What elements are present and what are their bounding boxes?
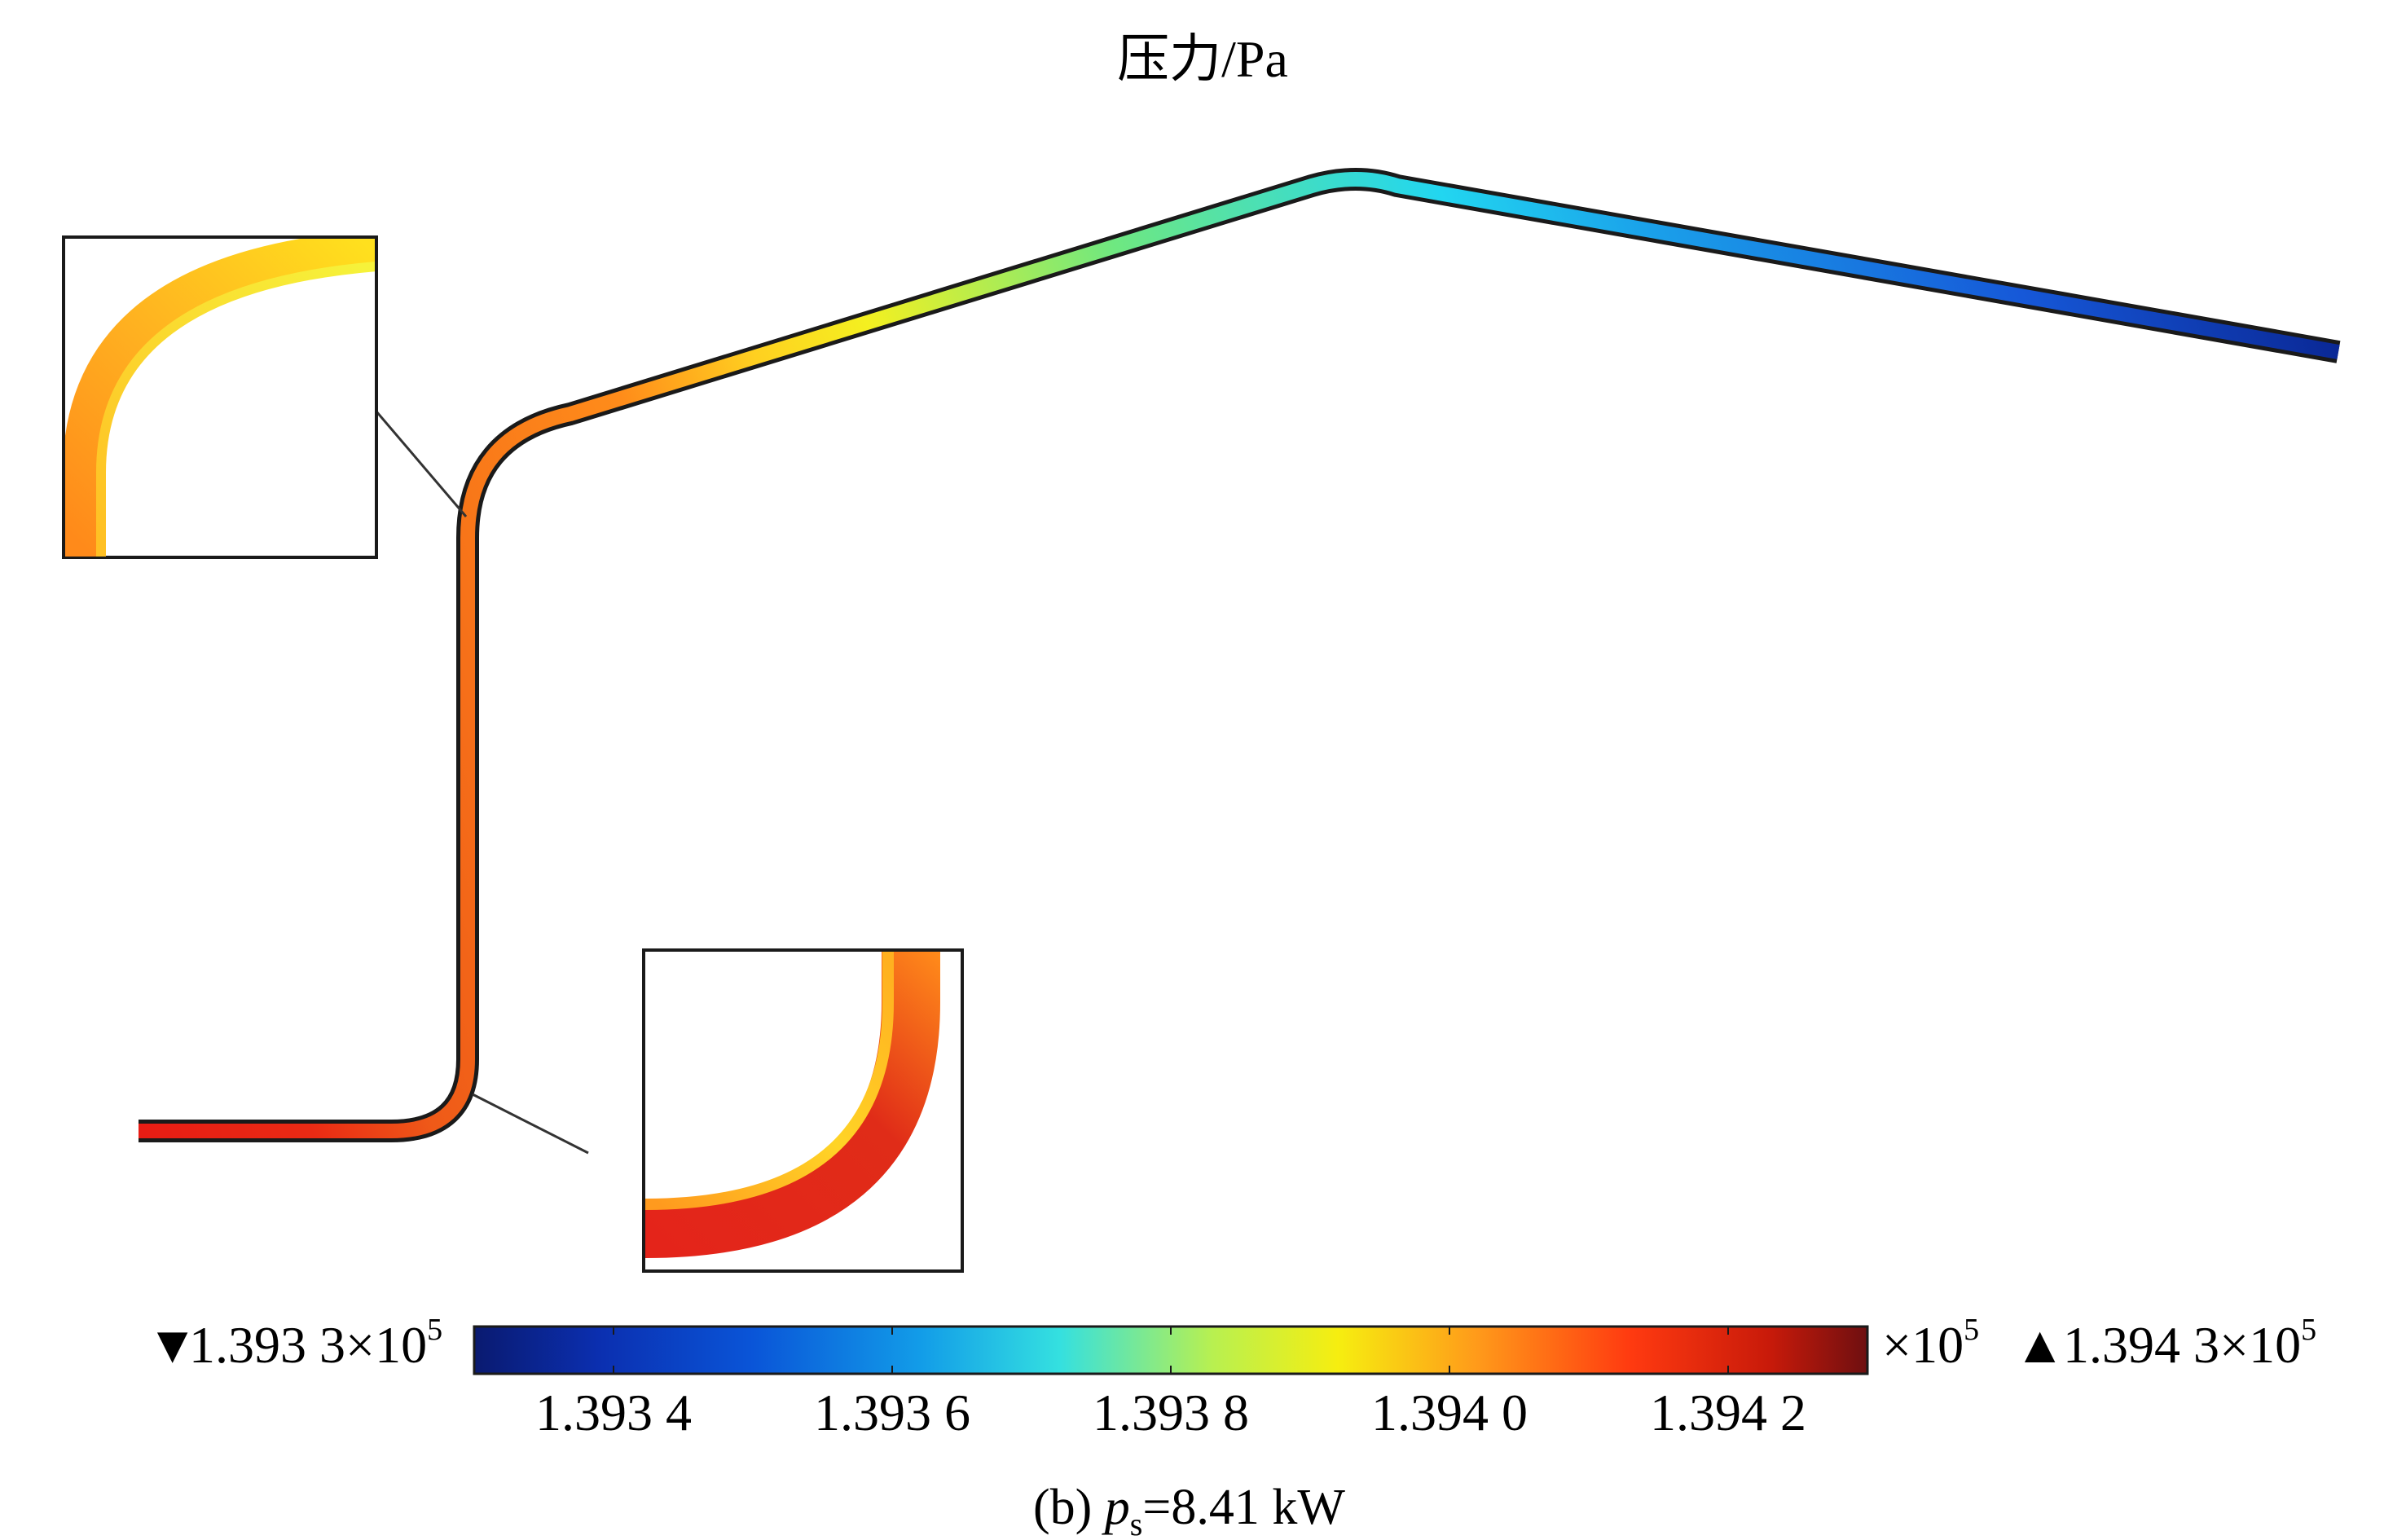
lower-bend-inset [472,948,964,1273]
min-label: 1.393 3×105 [189,1313,442,1374]
lower-inset-leader [472,1093,589,1155]
colorbar-ticks: 1.393 4 1.393 6 1.393 8 1.394 0 1.394 2 [535,1327,1806,1441]
max-label: 1.394 3×105 [2063,1313,2316,1374]
upper-inset-leader [375,411,468,517]
colorbar: 1.393 4 1.393 6 1.393 8 1.394 0 1.394 2 ▼ 1.… [147,1313,2316,1441]
caption-suffix: =8.41 kW [1142,1480,1345,1535]
caption-symbol: p [1102,1480,1130,1535]
caption-prefix: (b) [1033,1480,1105,1535]
max-label-exp: 5 [2301,1313,2316,1347]
caption-subscript: s [1130,1506,1143,1540]
pipe [139,168,2341,1142]
multiplier-mantissa: ×10 [1882,1316,1964,1374]
caption: (b) ps=8.41 kW [1033,1480,1345,1540]
min-label-mantissa: 1.393 3×10 [189,1316,427,1374]
multiplier-exp: 5 [1964,1313,1979,1347]
colorbar-tick-label: 1.393 8 [1093,1384,1249,1441]
colorbar-tick-label: 1.393 4 [535,1384,692,1441]
plot-title: 压力/Pa [1117,30,1288,88]
min-marker: ▼ [147,1316,198,1374]
colorbar-tick-label: 1.394 0 [1371,1384,1528,1441]
upper-bend-inset [62,235,468,559]
min-label-exp: 5 [427,1313,442,1347]
pipe-fill [139,172,2340,1138]
lower-inset-arc-inner [645,952,894,1210]
multiplier-label: ×105 [1882,1313,1979,1374]
upper-inset-arc-inner [96,262,375,557]
colorbar-tick-label: 1.393 6 [814,1384,970,1441]
colorbar-tick-label: 1.394 2 [1650,1384,1806,1441]
max-label-mantissa: 1.394 3×10 [2063,1316,2301,1374]
lower-inset-arc-outer [645,952,940,1258]
upper-inset-arc-outer [65,239,375,557]
max-marker: ▲ [2014,1316,2065,1374]
